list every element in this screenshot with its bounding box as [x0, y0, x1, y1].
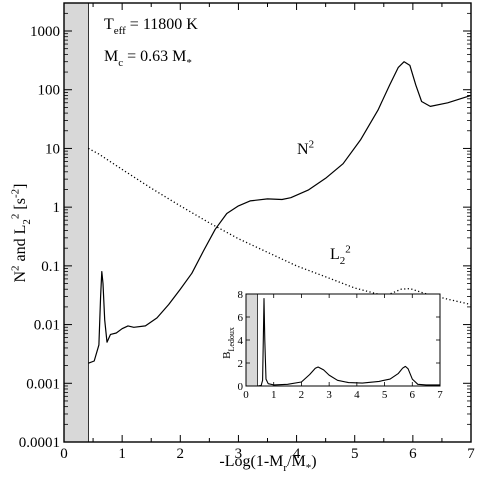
main-plot-frame	[63, 2, 472, 443]
main-y-tick-label: 0.01	[34, 318, 60, 334]
inset-background	[246, 294, 440, 386]
series-label-l2: L22​	[330, 243, 351, 267]
inset-series-line	[257, 298, 440, 387]
inset-y-tick-label: 8	[238, 289, 244, 301]
inset-shaded-region	[246, 294, 258, 386]
inset-plot-frame	[245, 293, 441, 387]
series-line-n2	[88, 61, 472, 364]
inset-x-tick-label: 2	[299, 389, 305, 401]
main-x-tick-label: 2	[177, 446, 185, 462]
inset-y-tick-label: 2	[238, 358, 244, 370]
inset-series	[257, 298, 440, 387]
main-x-tick-label: 6	[409, 446, 417, 462]
inset-x-tick-label: 0	[243, 389, 249, 401]
main-x-tick-label: 1	[118, 446, 126, 462]
main-y-tick-label: 0.001	[26, 376, 60, 392]
annotation-teff: Teff = 11800 K	[104, 16, 198, 37]
main-x-tick-label: 4	[293, 446, 301, 462]
main-shaded-region	[64, 3, 89, 442]
inset-x-tick-label: 3	[326, 389, 332, 401]
series-line-l2	[88, 147, 472, 306]
main-y-tick-label: 10	[45, 141, 60, 157]
main-y-tick-label: 0.1	[41, 259, 60, 275]
main-y-tick-label: 1	[53, 200, 61, 216]
inset-y-tick-label: 6	[238, 312, 244, 324]
main-y-tick-label: 1000	[30, 24, 60, 40]
main-y-tick-label: 0.0001	[19, 435, 60, 451]
inset-x-tick-label: 7	[437, 389, 443, 401]
y-axis-label: N2 and L22 [s-2]	[9, 184, 33, 283]
main-x-tick-label: 5	[351, 446, 359, 462]
annotation-mc: Mc = 0.63 M*​	[104, 48, 192, 69]
inset-y-tick-label: 0	[238, 381, 244, 393]
x-axis-label: -Log(1-Mr/M*)	[219, 453, 316, 472]
inset-x-tick-label: 1	[271, 389, 277, 401]
series-label-n2: N2​	[297, 138, 314, 158]
inset-x-tick-label: 6	[410, 389, 416, 401]
inset-plot: 0 1 2 3 4 5 6 7 0 2 4 6 8 BLedoux​	[221, 289, 443, 401]
main-x-tick-label: 3	[235, 446, 243, 462]
inset-x-tick-label: 5	[382, 389, 388, 401]
inset-y-axis-label: BLedoux​	[221, 327, 236, 359]
inset-x-tick-label: 4	[354, 389, 360, 401]
inset-ticks: 0 1 2 3 4 5 6 7 0 2 4 6 8	[238, 289, 444, 401]
main-y-tick-label: 100	[38, 83, 61, 99]
main-series	[88, 61, 472, 364]
main-x-tick-label: 0	[60, 446, 68, 462]
main-x-tick-label: 7	[467, 446, 475, 462]
inset-y-tick-label: 4	[238, 335, 244, 347]
